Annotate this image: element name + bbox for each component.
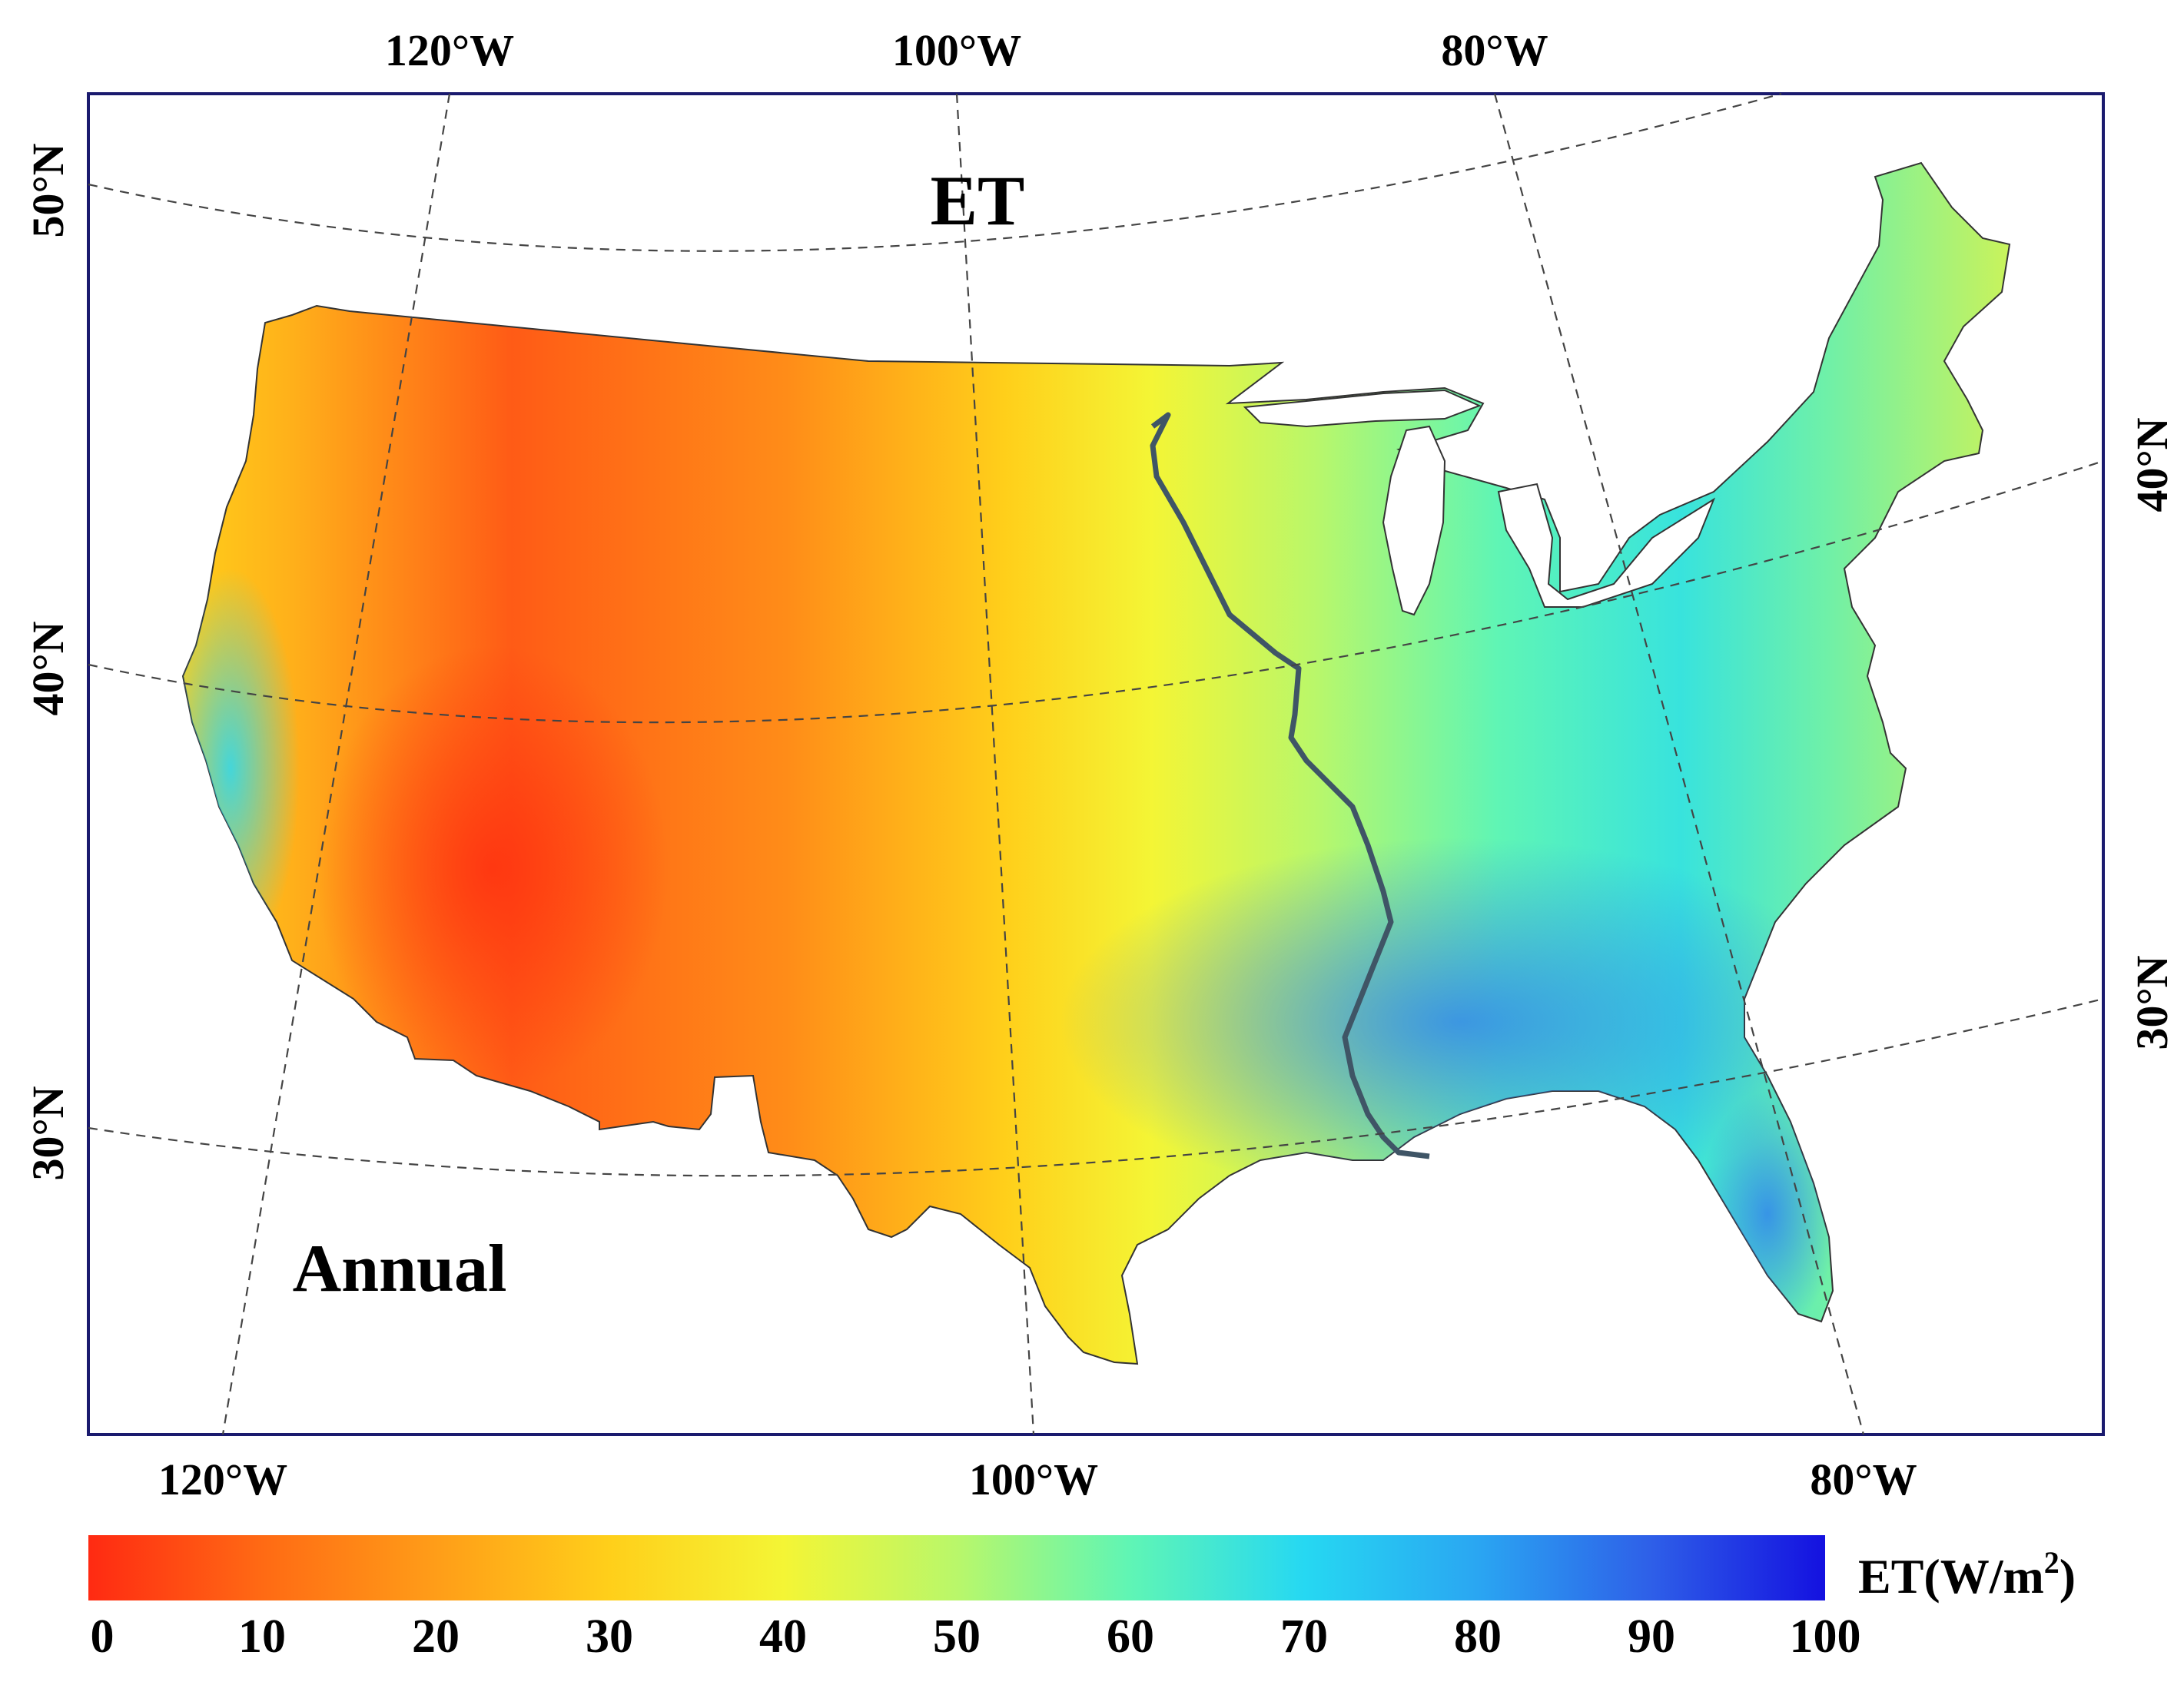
parallel-40n: [88, 459, 2104, 724]
left-lat-label-50n: 50°N: [23, 143, 73, 237]
colorbar-label-main: ET(W/m: [1858, 1549, 2044, 1604]
period-label: Annual: [293, 1232, 507, 1306]
us-landmass: [181, 161, 2011, 1365]
top-lon-label-80w: 80°W: [1441, 25, 1548, 75]
top-lon-label-100w: 100°W: [892, 25, 1021, 75]
colorbar-tick-20: 20: [412, 1610, 460, 1663]
right-lat-label-40n: 40°N: [2127, 417, 2177, 512]
colorbar-tick-80: 80: [1454, 1610, 1502, 1663]
bottom-lon-label-80w: 80°W: [1810, 1454, 1917, 1504]
lake-huron-erie-ontario: [1497, 483, 1716, 608]
colorbar-label-close: ): [2060, 1549, 2076, 1604]
colorbar-label: ET(W/m2): [1858, 1545, 2076, 1604]
colorbar-tick-10: 10: [238, 1610, 286, 1663]
parallel-50n: [88, 92, 1782, 252]
bottom-lon-label-120w: 120°W: [158, 1454, 287, 1504]
colorbar: ET(W/m2) 0 10 20 30 40 50 60 70 80 90 100: [88, 1535, 2076, 1663]
colorbar-tick-70: 70: [1280, 1610, 1328, 1663]
right-lat-label-30n: 30°N: [2127, 955, 2177, 1050]
sw-hot-zone: [315, 645, 669, 1091]
graticule: [88, 92, 2104, 1435]
colorbar-tick-50: 50: [933, 1610, 981, 1663]
colorbar-tick-40: 40: [759, 1610, 807, 1663]
meridian-120w: [221, 93, 451, 1435]
colorbar-ticks: 0 10 20 30 40 50 60 70 80 90 100: [91, 1610, 1861, 1663]
colorbar-gradient: [88, 1535, 1825, 1600]
mississippi-river: [1150, 412, 1430, 1159]
map-title: ET: [931, 161, 1025, 240]
colorbar-tick-90: 90: [1628, 1610, 1675, 1663]
top-lon-label-120w: 120°W: [385, 25, 514, 75]
meridian-100w: [955, 93, 1035, 1435]
bottom-lon-label-100w: 100°W: [969, 1454, 1098, 1504]
southeast-wet-zone: [1060, 838, 1860, 1206]
lake-michigan: [1382, 425, 1446, 616]
colorbar-tick-60: 60: [1107, 1610, 1154, 1663]
colorbar-tick-0: 0: [91, 1610, 115, 1663]
lake-superior: [1243, 389, 1482, 428]
colorbar-tick-100: 100: [1790, 1610, 1861, 1663]
colorbar-label-sup: 2: [2044, 1545, 2060, 1580]
left-lat-label-40n: 40°N: [23, 621, 73, 715]
colorbar-tick-30: 30: [586, 1610, 633, 1663]
left-lat-label-30n: 30°N: [23, 1086, 73, 1180]
meridian-80w: [1493, 93, 1865, 1435]
